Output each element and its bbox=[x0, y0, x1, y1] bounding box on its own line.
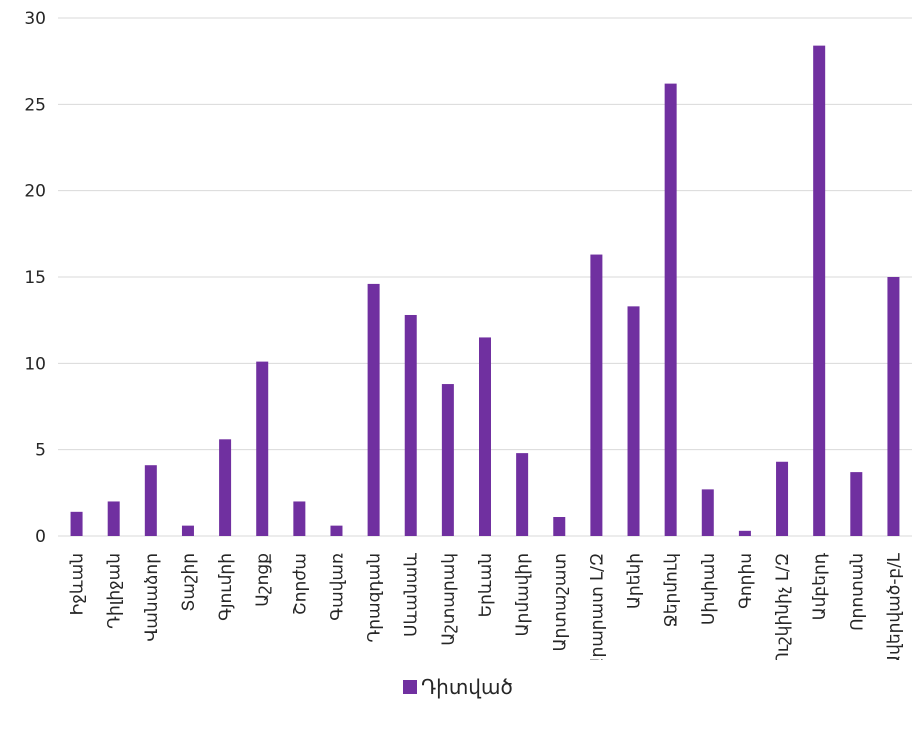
y-tick-label: 20 bbox=[24, 182, 46, 202]
legend-label: Դիտված bbox=[421, 675, 513, 699]
x-tick-label: Արարատ Լ/Զ bbox=[587, 553, 607, 660]
bar bbox=[664, 83, 677, 536]
bar bbox=[701, 489, 714, 536]
x-tick-label: Գավառ bbox=[327, 553, 347, 621]
bar bbox=[738, 530, 751, 536]
x-tick-label: Տաշիր bbox=[179, 553, 199, 612]
bar bbox=[553, 517, 566, 536]
bar bbox=[850, 472, 863, 536]
x-tick-label: Գորիս bbox=[736, 553, 756, 609]
bar bbox=[590, 254, 603, 536]
x-tick-label: Արտաշատ bbox=[550, 553, 570, 652]
x-tick-label: Ամբերդ bbox=[810, 552, 830, 620]
x-tick-label: Արմավիր bbox=[513, 553, 533, 636]
bar bbox=[404, 314, 417, 536]
bar bbox=[516, 453, 529, 536]
bar bbox=[330, 525, 343, 536]
x-tick-label: Երևան bbox=[476, 553, 496, 617]
y-tick-label: 30 bbox=[24, 9, 46, 29]
x-tick-label: Դիլիջան bbox=[105, 553, 125, 629]
x-tick-label: Դրազդան bbox=[365, 553, 385, 643]
x-tick-label: Ջերմուկ bbox=[662, 553, 682, 627]
bar bbox=[813, 45, 826, 536]
x-tick-label: Սիսիան bbox=[699, 553, 719, 625]
bar bbox=[107, 501, 120, 536]
x-tick-label: Արենի bbox=[625, 553, 645, 609]
x-tick-label: Ավերված-բ/Լ bbox=[884, 552, 904, 660]
bar bbox=[293, 501, 306, 536]
bar bbox=[441, 384, 454, 536]
bar bbox=[144, 465, 157, 536]
x-tick-label: Գյումրի bbox=[216, 553, 236, 621]
x-tick-label: Որոտան bbox=[847, 553, 867, 631]
y-tick-label: 5 bbox=[35, 441, 46, 461]
y-tick-label: 0 bbox=[35, 527, 46, 547]
x-tick-label: Շորժա bbox=[290, 553, 310, 615]
bar bbox=[70, 511, 83, 536]
bar bbox=[219, 439, 232, 536]
x-tick-label: Աշոցք bbox=[253, 553, 273, 607]
bar bbox=[887, 277, 900, 536]
bar bbox=[367, 283, 380, 536]
bar-chart-plot: 0 5 10 15 20 25 30 Իջևան Դիլիջան Վանաձոր Տաշիր Գյու… bbox=[24, 9, 912, 660]
y-tick-label: 25 bbox=[24, 95, 46, 115]
bar bbox=[181, 525, 194, 536]
y-tick-label: 10 bbox=[24, 354, 46, 374]
x-tick-label: Աշտարակ bbox=[439, 553, 459, 646]
bar bbox=[776, 461, 789, 536]
bar bbox=[479, 337, 491, 536]
x-tick-label: Ուշկինիչ Լ/Զ bbox=[773, 553, 793, 660]
legend-swatch bbox=[403, 680, 418, 694]
x-tick-label: Իջևան bbox=[68, 553, 88, 615]
bar bbox=[627, 306, 640, 536]
x-tick-label: Սևանաև bbox=[402, 553, 422, 637]
legend: Դիտված bbox=[0, 675, 916, 699]
y-tick-label: 15 bbox=[24, 268, 46, 288]
bar bbox=[256, 361, 269, 536]
x-tick-label: Վանաձոր bbox=[142, 553, 162, 642]
legend-item: Դիտված bbox=[403, 675, 513, 699]
